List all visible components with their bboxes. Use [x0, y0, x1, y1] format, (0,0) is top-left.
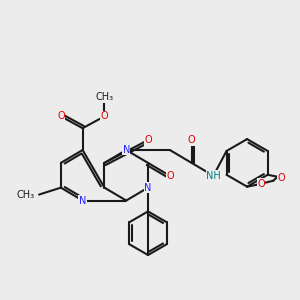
Text: NH: NH: [206, 171, 221, 181]
Text: O: O: [166, 171, 174, 181]
Text: N: N: [79, 196, 86, 206]
Text: O: O: [144, 135, 152, 145]
Text: CH₃: CH₃: [95, 92, 113, 103]
Text: O: O: [278, 173, 285, 183]
Text: N: N: [122, 145, 130, 155]
Text: CH₃: CH₃: [17, 190, 35, 200]
Text: O: O: [188, 135, 195, 145]
Text: O: O: [257, 179, 265, 189]
Text: O: O: [57, 111, 64, 121]
Text: O: O: [100, 111, 108, 121]
Text: N: N: [144, 183, 152, 193]
